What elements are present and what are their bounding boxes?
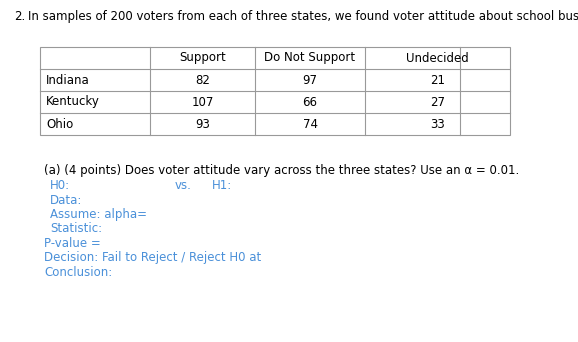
Text: H1:: H1:: [212, 179, 232, 192]
Text: 107: 107: [191, 95, 214, 108]
Text: Indiana: Indiana: [46, 74, 90, 87]
Text: (a) (4 points) Does voter attitude vary across the three states? Use an α = 0.01: (a) (4 points) Does voter attitude vary …: [44, 164, 519, 177]
Text: Data:: Data:: [50, 194, 83, 207]
Text: P-value =: P-value =: [44, 237, 101, 250]
Text: H0:: H0:: [50, 179, 70, 192]
Text: Decision: Fail to Reject / Reject H0 at: Decision: Fail to Reject / Reject H0 at: [44, 251, 261, 264]
Text: Kentucky: Kentucky: [46, 95, 100, 108]
Text: In samples of 200 voters from each of three states, we found voter attitude abou: In samples of 200 voters from each of th…: [28, 10, 578, 23]
Text: 2.: 2.: [14, 10, 25, 23]
Text: 93: 93: [195, 118, 210, 131]
Text: Undecided: Undecided: [406, 52, 469, 65]
Text: Support: Support: [179, 52, 226, 65]
Text: 97: 97: [302, 74, 317, 87]
Text: 66: 66: [302, 95, 317, 108]
Text: Statistic:: Statistic:: [50, 223, 102, 236]
Text: Do Not Support: Do Not Support: [265, 52, 355, 65]
Bar: [40, 47, 510, 135]
Text: vs.: vs.: [175, 179, 192, 192]
Text: 82: 82: [195, 74, 210, 87]
Text: 21: 21: [430, 74, 445, 87]
Text: Assume: alpha=: Assume: alpha=: [50, 208, 147, 221]
Text: 27: 27: [430, 95, 445, 108]
Text: Ohio: Ohio: [46, 118, 73, 131]
Text: 74: 74: [302, 118, 317, 131]
Text: 33: 33: [430, 118, 445, 131]
Text: Conclusion:: Conclusion:: [44, 266, 112, 279]
